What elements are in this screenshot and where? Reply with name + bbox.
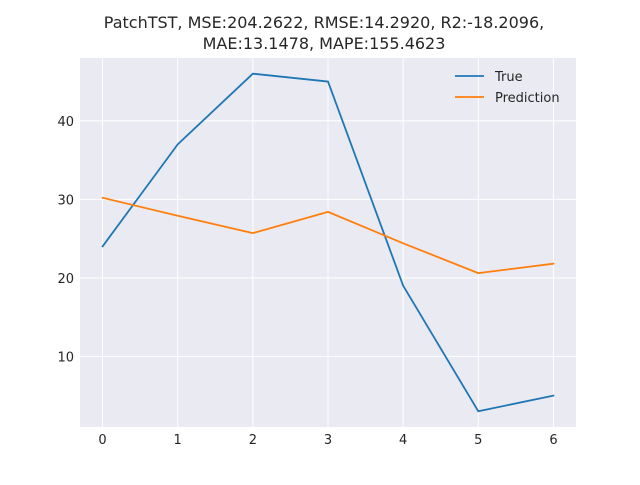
y-tick-label: 20	[57, 272, 74, 287]
legend-label-true: True	[494, 70, 523, 85]
x-tick-label: 6	[549, 433, 557, 448]
chart-title-line-2: MAE:13.1478, MAPE:155.4623	[203, 34, 446, 53]
y-tick-label: 40	[57, 115, 74, 130]
x-tick-label: 3	[324, 433, 332, 448]
chart-title-line-1: PatchTST, MSE:204.2622, RMSE:14.2920, R2…	[104, 13, 544, 32]
y-tick-label: 10	[57, 350, 74, 365]
x-tick-label: 1	[174, 433, 182, 448]
x-tick-label: 0	[98, 433, 106, 448]
x-tick-label: 2	[249, 433, 257, 448]
chart-title: PatchTST, MSE:204.2622, RMSE:14.2920, R2…	[104, 13, 544, 53]
x-tick-label: 5	[474, 433, 482, 448]
y-tick-label: 30	[57, 193, 74, 208]
legend-label-prediction: Prediction	[495, 91, 560, 106]
x-tick-label: 4	[399, 433, 407, 448]
